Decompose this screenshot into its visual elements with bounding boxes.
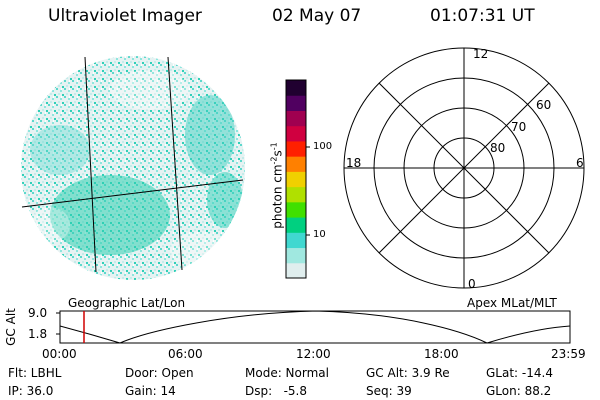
colorbar-band bbox=[286, 232, 306, 249]
apex-title: Apex MLat/MLT bbox=[467, 296, 557, 310]
gc-alt-axis-label: GC Alt bbox=[4, 308, 18, 346]
meridian-line bbox=[167, 56, 183, 271]
dsp-info: Dsp: -5.8 bbox=[245, 384, 308, 398]
altitude-curve bbox=[59, 310, 571, 344]
filter-info: Flt: LBHL bbox=[8, 366, 62, 380]
colorbar-band bbox=[286, 262, 306, 279]
colorbar-band bbox=[286, 95, 306, 111]
colorbar-band bbox=[286, 201, 306, 218]
x-tick-2359: 23:59 bbox=[551, 347, 586, 361]
colorbar-band bbox=[286, 140, 306, 157]
mlt-label-12: 12 bbox=[473, 47, 489, 61]
lat-label-60: 60 bbox=[536, 98, 552, 112]
instrument-title: Ultraviolet Imager bbox=[48, 6, 202, 26]
y-tick-9: 9.0 bbox=[28, 306, 48, 320]
colorbar-band bbox=[286, 217, 306, 233]
mode-info: Mode: Normal bbox=[245, 366, 329, 380]
x-tick-1800: 18:00 bbox=[424, 347, 459, 361]
door-info: Door: Open bbox=[125, 366, 194, 380]
date-label: 02 May 07 bbox=[272, 6, 362, 26]
parallel-line bbox=[21, 179, 244, 208]
y-tick-1-8: 1.8 bbox=[28, 327, 48, 341]
colorbar-tick-10: 10 bbox=[313, 229, 326, 240]
colorbar-tick-100: 100 bbox=[313, 141, 333, 152]
mlt-label-6: 6 bbox=[576, 156, 584, 170]
meridian-line bbox=[84, 56, 97, 273]
x-tick-1200: 12:00 bbox=[296, 347, 331, 361]
seq-info: Seq: 39 bbox=[366, 384, 412, 398]
mlt-label-18: 18 bbox=[346, 156, 362, 170]
glat-info: GLat: -14.4 bbox=[486, 366, 553, 380]
colorbar-band bbox=[286, 171, 306, 188]
colorbar-band bbox=[286, 186, 306, 203]
mlt-label-0: 0 bbox=[468, 277, 476, 291]
colorbar-band bbox=[286, 156, 306, 172]
lat-label-80: 80 bbox=[490, 141, 506, 155]
x-tick-0000: 00:00 bbox=[42, 347, 77, 361]
colorbar-band bbox=[286, 80, 306, 96]
time-label: 01:07:31 UT bbox=[430, 6, 535, 26]
x-tick-0600: 06:00 bbox=[168, 347, 203, 361]
glon-info: GLon: 88.2 bbox=[486, 384, 552, 398]
ip-info: IP: 36.0 bbox=[8, 384, 54, 398]
geographic-title: Geographic Lat/Lon bbox=[68, 296, 186, 310]
gain-info: Gain: 14 bbox=[125, 384, 176, 398]
colorbar-band bbox=[286, 110, 306, 127]
gc-alt-info: GC Alt: 3.9 Re bbox=[366, 366, 450, 380]
colorbar-band bbox=[286, 247, 306, 264]
colorbar-band bbox=[286, 125, 306, 142]
lat-label-70: 70 bbox=[511, 120, 527, 134]
